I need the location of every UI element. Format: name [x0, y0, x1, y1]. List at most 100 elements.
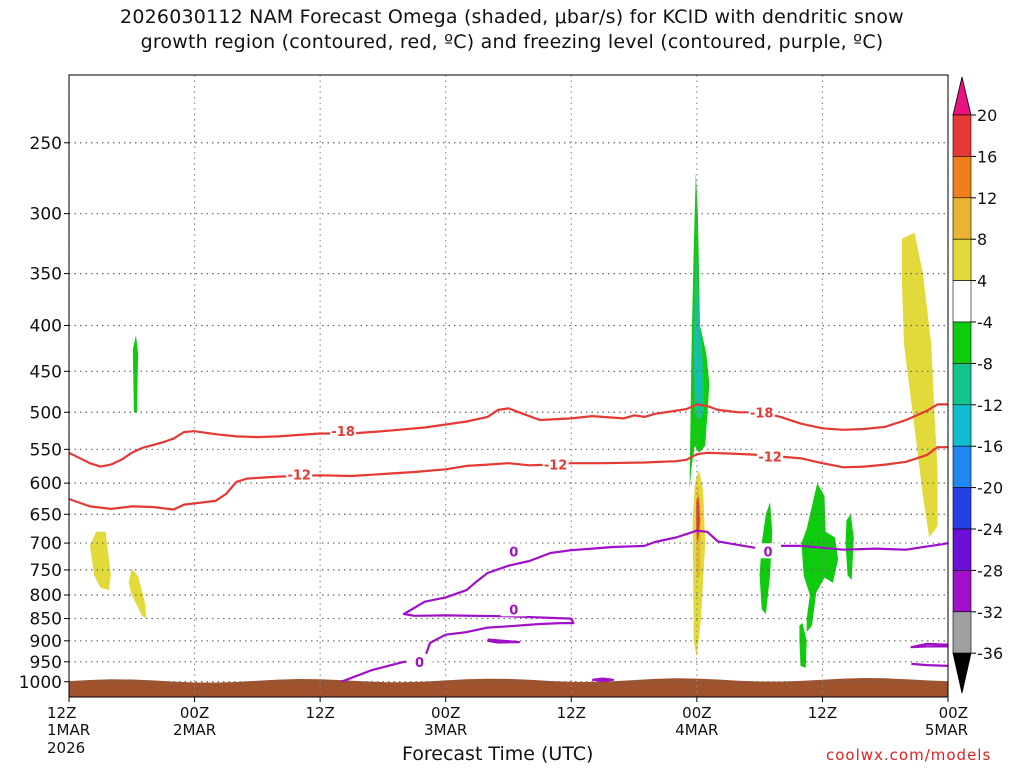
contour-label-0-3: 0: [763, 545, 772, 560]
xtick-top-label-6: 12Z: [808, 704, 837, 722]
ytick-label-350: 350: [30, 265, 62, 285]
colorbar-label-1: 16: [977, 147, 997, 166]
xtick-top-label-5: 00Z: [682, 704, 711, 722]
omega-shade-6: [132, 335, 139, 413]
colorbar-seg-8: [952, 404, 972, 447]
ytick-label-600: 600: [30, 474, 62, 494]
colorbar-label-7: -12: [977, 396, 1003, 415]
contour-label-0-0: 0: [509, 545, 518, 560]
omega-shading-layer: [89, 172, 938, 668]
chart-title-line2: growth region (contoured, red, ºC) and f…: [140, 31, 884, 53]
omega-shade-12: [799, 623, 807, 668]
contour-label-bg--12-2: [757, 448, 784, 464]
contour-layer: -18 -18 -12 -12 -12 0 0 0 0: [68, 403, 949, 683]
contour-label-0-1: 0: [509, 603, 518, 618]
ytick-label-1000: 1000: [19, 673, 62, 693]
chart-title-line1: 2026030112 NAM Forecast Omega (shaded, μ…: [120, 6, 904, 28]
xtick-top-label-1: 00Z: [180, 704, 209, 722]
contour-0-right-upper: [910, 642, 949, 649]
colorbar-seg-6: [952, 321, 972, 364]
omega-colorbar: 20 16 12 8 4 -4 -8 -12 -16 -20 -24 -28 -32 -36: [952, 76, 1003, 694]
ytick-label-950: 950: [30, 653, 62, 673]
ytick-label-800: 800: [30, 586, 62, 606]
contour-label-bg-0-0: [500, 543, 527, 559]
omega-shade-9: [694, 315, 699, 405]
xtick-mid-label-0: 1MAR: [47, 721, 90, 739]
colorbar-seg-5: [952, 280, 972, 323]
contour-label-bg--18-0: [330, 423, 357, 439]
omega-shade-11: [801, 483, 839, 633]
xtick-top-label-0: 12Z: [47, 704, 76, 722]
colorbar-label-6: -8: [977, 354, 993, 373]
contour-label--12-2: -12: [758, 450, 782, 465]
omega-shade-5: [902, 232, 938, 538]
colorbar-seg-13: [952, 611, 972, 654]
xtick-top-label-3: 00Z: [431, 704, 460, 722]
xtick-top-label-7: 00Z: [939, 704, 968, 722]
omega-shade-13: [845, 514, 854, 581]
xtick-mid-label-5: 4MAR: [675, 721, 718, 739]
contour-0-small-a: [487, 638, 521, 644]
contour-label-bg-0-1: [500, 601, 527, 617]
ytick-label-850: 850: [30, 610, 62, 630]
ytick-label-550: 550: [30, 440, 62, 460]
colorbar-label-4: 4: [977, 272, 987, 291]
contour-label-0-2: 0: [415, 656, 424, 671]
colorbar-top-arrow: [952, 76, 972, 116]
credit-link[interactable]: coolwx.com/models: [826, 746, 992, 764]
xtick-bot-label-0: 2026: [47, 739, 85, 757]
contour--18: [68, 403, 948, 468]
ytick-label-300: 300: [30, 205, 62, 225]
colorbar-label-2: 12: [977, 189, 997, 208]
colorbar-label-0: 20: [977, 106, 997, 125]
ytick-label-900: 900: [30, 632, 62, 652]
ytick-label-450: 450: [30, 362, 62, 382]
colorbar-seg-9: [952, 445, 972, 488]
contour-label--18-1: -18: [750, 406, 774, 421]
axes: 2503003504004505005506006507007508008509…: [19, 74, 968, 757]
colorbar-bottom-arrow: [952, 652, 972, 694]
omega-shade-1: [128, 568, 147, 619]
contour-label--12-1: -12: [544, 459, 568, 474]
colorbar-label-8: -16: [977, 437, 1003, 456]
ytick-label-750: 750: [30, 561, 62, 581]
contour-label--12-0: -12: [287, 469, 311, 484]
contour-label-bg--12-1: [542, 456, 569, 472]
ytick-label-650: 650: [30, 505, 62, 525]
ytick-label-500: 500: [30, 403, 62, 423]
xtick-top-label-4: 12Z: [557, 704, 586, 722]
colorbar-seg-7: [952, 363, 972, 406]
colorbar-label-9: -20: [977, 479, 1003, 498]
terrain-layer: [69, 678, 948, 697]
colorbar-label-13: -36: [977, 644, 1003, 663]
contour-label-bg--12-0: [286, 466, 313, 482]
contour-label-bg-0-2: [406, 653, 433, 669]
xtick-mid-label-1: 2MAR: [173, 721, 216, 739]
colorbar-seg-3: [952, 197, 972, 240]
omega-shade-0: [89, 531, 111, 591]
xtick-mid-label-7: 5MAR: [925, 721, 968, 739]
ytick-label-400: 400: [30, 317, 62, 337]
colorbar-label-3: 8: [977, 230, 987, 249]
ytick-label-700: 700: [30, 534, 62, 554]
colorbar-seg-12: [952, 570, 972, 613]
colorbar-label-12: -32: [977, 603, 1003, 622]
xtick-top-label-2: 12Z: [305, 704, 334, 722]
colorbar-seg-2: [952, 156, 972, 199]
colorbar-seg-4: [952, 238, 972, 281]
contour-0-right-lower: [911, 662, 949, 667]
contour-label--18-0: -18: [331, 425, 355, 440]
colorbar-seg-11: [952, 528, 972, 571]
colorbar-label-11: -28: [977, 561, 1003, 580]
xtick-mid-label-3: 3MAR: [424, 721, 467, 739]
terrain: [69, 678, 948, 697]
contour-0-small-b: [592, 677, 615, 683]
x-axis-title: Forecast Time (UTC): [402, 743, 594, 765]
contour--12: [68, 446, 948, 511]
contour-label-bg-0-3: [755, 543, 782, 559]
colorbar-seg-1: [952, 114, 972, 157]
ytick-label-250: 250: [30, 134, 62, 154]
colorbar-label-5: -4: [977, 313, 993, 332]
colorbar-seg-10: [952, 487, 972, 530]
